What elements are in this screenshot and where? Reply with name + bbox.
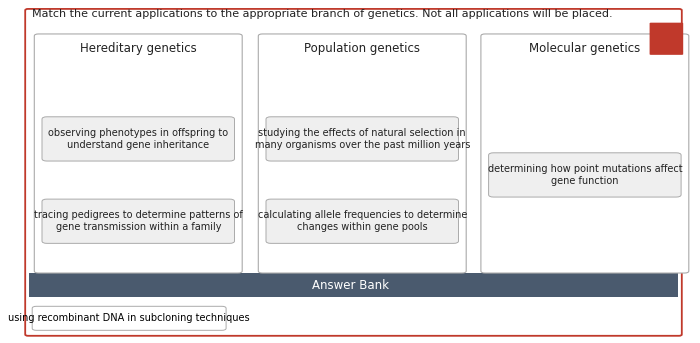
Text: determining how point mutations affect
gene function: determining how point mutations affect g…	[487, 164, 682, 186]
FancyBboxPatch shape	[258, 34, 466, 273]
Text: Population genetics: Population genetics	[304, 42, 420, 55]
FancyBboxPatch shape	[29, 273, 678, 297]
Text: observing phenotypes in offspring to
understand gene inheritance: observing phenotypes in offspring to und…	[48, 128, 228, 150]
Text: using recombinant DNA in subcloning techniques: using recombinant DNA in subcloning tech…	[8, 313, 250, 323]
Text: Match the current applications to the appropriate branch of genetics. Not all ap: Match the current applications to the ap…	[32, 9, 612, 19]
FancyBboxPatch shape	[650, 23, 683, 55]
FancyBboxPatch shape	[42, 199, 235, 244]
FancyBboxPatch shape	[32, 306, 226, 330]
FancyBboxPatch shape	[34, 34, 242, 273]
Text: calculating allele frequencies to determine
changes within gene pools: calculating allele frequencies to determ…	[258, 211, 467, 232]
FancyBboxPatch shape	[266, 117, 458, 161]
Text: Answer Bank: Answer Bank	[312, 279, 388, 292]
FancyBboxPatch shape	[25, 9, 682, 336]
Text: studying the effects of natural selection in
many organisms over the past millio: studying the effects of natural selectio…	[255, 128, 470, 150]
Text: ⊘: ⊘	[660, 31, 673, 46]
FancyBboxPatch shape	[650, 36, 683, 52]
FancyBboxPatch shape	[481, 34, 689, 273]
Text: Hereditary genetics: Hereditary genetics	[80, 42, 197, 55]
Text: Molecular genetics: Molecular genetics	[529, 42, 641, 55]
Text: tracing pedigrees to determine patterns of
gene transmission within a family: tracing pedigrees to determine patterns …	[34, 211, 243, 232]
FancyBboxPatch shape	[489, 153, 681, 197]
FancyBboxPatch shape	[29, 297, 678, 333]
FancyBboxPatch shape	[42, 117, 235, 161]
Text: ⊘: ⊘	[661, 32, 672, 46]
FancyBboxPatch shape	[266, 199, 458, 244]
